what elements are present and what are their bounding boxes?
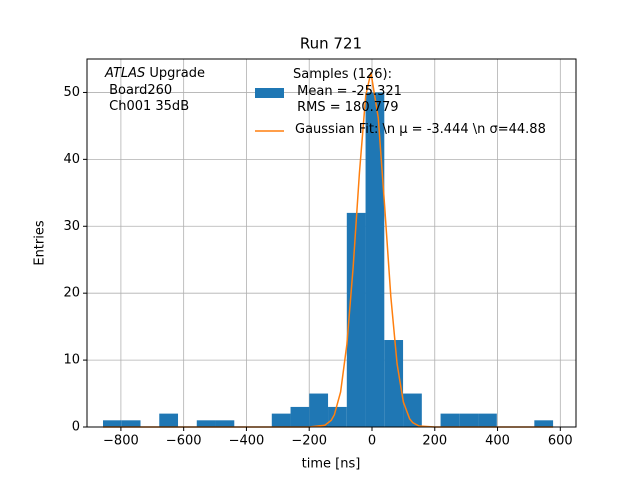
x-axis-label: time [ns] (302, 457, 361, 472)
annotation-emphasis: ATLAS (105, 66, 146, 81)
x-tick-label: 0 (368, 434, 376, 449)
legend-patch (255, 88, 284, 98)
bar (459, 413, 479, 427)
y-tick-label: 10 (63, 353, 80, 368)
y-tick-label: 50 (63, 85, 80, 100)
legend-label: Gaussian Fit: \n μ = -3.444 \n σ=44.88 (295, 122, 546, 137)
bar (290, 406, 310, 427)
bar (215, 420, 235, 427)
bar (365, 92, 385, 428)
bar (403, 393, 422, 427)
plot-frame (86, 58, 577, 428)
bar (121, 420, 141, 427)
x-tick-label: 400 (485, 434, 510, 449)
x-tick-label: −800 (103, 434, 139, 449)
y-tick-label: 0 (72, 420, 80, 435)
bar (159, 413, 179, 427)
marks (103, 72, 554, 428)
x-tick-label: −600 (166, 434, 202, 449)
annotation-text: Upgrade Board260 Ch001 35dB (109, 66, 205, 114)
y-axis-label: Entries (33, 220, 48, 266)
legend-label: Samples (126): Mean = -25.321 RMS = 180.… (293, 67, 402, 115)
bar (271, 413, 291, 427)
x-tick-label: 200 (422, 434, 447, 449)
bar (478, 413, 497, 427)
x-tick-label: −400 (229, 434, 265, 449)
bar (440, 413, 460, 427)
y-tick-label: 20 (63, 286, 80, 301)
bar (309, 393, 329, 427)
annotation: ATLAS Upgrade Board260 Ch001 35dB (105, 66, 205, 116)
bar (103, 420, 122, 427)
ticks: −800 −600 −400 −200 0 200 400 600 0 10 20 30 40 50 (63, 85, 572, 449)
y-tick-label: 40 (63, 152, 80, 167)
bar (384, 340, 404, 427)
bar (346, 212, 366, 427)
bar (534, 420, 554, 427)
bar (196, 420, 216, 427)
x-tick-label: −200 (291, 434, 327, 449)
chart-title: Run 721 (300, 35, 362, 53)
x-tick-label: 600 (548, 434, 573, 449)
bar (328, 406, 347, 427)
y-tick-label: 30 (63, 219, 80, 234)
fit-line (103, 72, 554, 428)
